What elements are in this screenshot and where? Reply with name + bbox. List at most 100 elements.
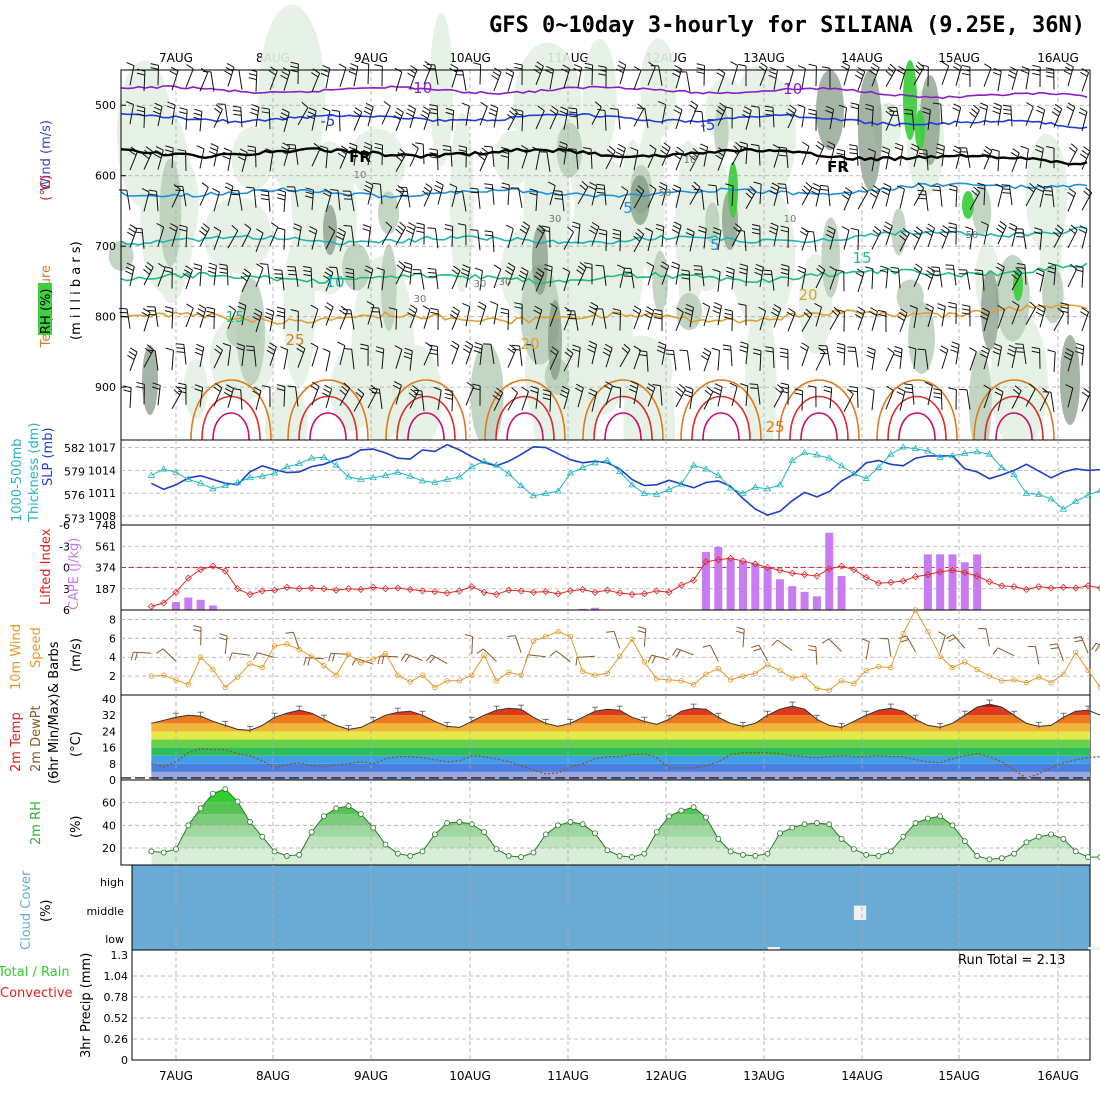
upper-wind-barb — [421, 390, 425, 411]
thickness-marker — [270, 469, 279, 476]
upper-wind-barb — [451, 110, 455, 131]
upper-y-tick-label: 900 — [95, 381, 116, 394]
upper-wind-barb — [254, 147, 257, 168]
upper-wind-barb — [619, 190, 629, 210]
thickness-marker — [948, 451, 957, 459]
upper-wind-barb-feather — [786, 311, 795, 317]
upper-wind-barb-feather — [484, 145, 493, 148]
upper-wind-barb-feather — [324, 305, 332, 311]
wind10m-marker — [962, 659, 968, 665]
thickness-marker — [233, 478, 242, 485]
upper-wind-barb-feather — [428, 271, 437, 274]
upper-wind-barb — [154, 306, 159, 327]
upper-wind-barb-feather — [560, 106, 569, 111]
upper-wind-barb-feather — [226, 63, 235, 68]
upper-wind-barb-feather — [612, 312, 621, 316]
upper-wind-barb-feather — [739, 145, 748, 149]
upper-wind-barb-feather — [231, 225, 239, 232]
upper-wind-barb-feather — [993, 343, 1002, 348]
upper-wind-barb-feather — [484, 230, 493, 233]
temp-band — [151, 723, 1090, 732]
rh-contour-label: 50 — [659, 188, 672, 199]
upper-wind-barb-feather — [598, 228, 607, 232]
upper-wind-barb-feather — [942, 225, 950, 231]
upper-wind-barb-feather — [718, 147, 726, 153]
upper-wind-barb-feather — [202, 223, 210, 229]
upper-wind-barb-feather — [530, 385, 539, 390]
wind10m-label-3: & Barbs — [47, 641, 62, 693]
rh2m-marker — [850, 846, 857, 853]
upper-wind-barb — [227, 186, 234, 206]
upper-wind-barb-feather — [403, 265, 412, 270]
upper-wind-barb — [493, 268, 502, 289]
upper-wind-barb-feather — [403, 355, 412, 360]
li-marker — [911, 573, 920, 581]
upper-wind-barb — [941, 65, 950, 86]
upper-wind-barb-feather — [686, 228, 695, 233]
upper-wind-barb-feather — [477, 305, 485, 311]
upper-wind-barb-feather — [394, 381, 402, 386]
upper-wind-barb-feather — [765, 350, 774, 353]
wind10m-barb — [906, 635, 916, 652]
upper-wind-barb — [492, 231, 495, 252]
rh2m-marker — [382, 841, 389, 848]
upper-wind-barb-feather — [152, 110, 161, 115]
thickness-marker — [591, 459, 599, 466]
upper-wind-barb — [535, 110, 545, 130]
date-label-bottom: 10AUG — [449, 1069, 491, 1083]
wind10m-barb-feather — [751, 644, 760, 648]
upper-wind-barb — [549, 69, 555, 90]
upper-wind-barb — [1067, 192, 1077, 212]
upper-wind-barb-feather — [603, 347, 612, 353]
upper-wind-barb — [350, 226, 355, 246]
upper-wind-barb-feather — [256, 263, 264, 269]
upper-wind-barb-feather — [165, 306, 174, 310]
upper-wind-barb-feather — [328, 225, 336, 232]
upper-wind-barb — [1039, 148, 1044, 169]
upper-wind-barb-feather — [170, 223, 178, 228]
upper-wind-barb-feather — [444, 228, 453, 231]
rh2m-marker — [407, 853, 414, 859]
upper-wind-barb-feather — [128, 227, 136, 233]
temp-band — [151, 747, 1090, 756]
upper-wind-barb — [521, 149, 529, 169]
rh-blob-light — [724, 137, 782, 297]
wind10m-marker — [185, 681, 192, 688]
slp-label: SLP (mb) — [41, 427, 56, 486]
wind10m-frame — [120, 609, 1091, 696]
upper-wind-barb-feather — [273, 269, 282, 271]
upper-wind-barb-feather — [775, 387, 782, 394]
upper-wind-barb-feather — [134, 227, 143, 230]
upper-wind-barb-feather — [583, 147, 592, 150]
cape-bar — [738, 561, 747, 610]
upper-wind-barb-feather — [343, 382, 351, 389]
upper-wind-barb — [673, 350, 677, 371]
upper-wind-barb-feather — [325, 267, 334, 273]
rh2m-label-2: (%) — [69, 816, 84, 839]
warm-arch-contour — [778, 379, 860, 441]
upper-wind-barb — [633, 108, 645, 127]
upper-wind-barb — [409, 69, 418, 89]
li-marker — [998, 582, 1006, 590]
upper-wind-barb-feather — [699, 147, 708, 152]
upper-wind-barb — [199, 228, 210, 247]
upper-wind-barb — [605, 348, 613, 368]
slp-frame — [120, 439, 1091, 526]
upper-wind-barb-feather — [429, 348, 438, 352]
thickness-marker — [381, 471, 390, 478]
upper-wind-barb-feather — [671, 265, 679, 270]
upper-wind-barb-feather — [1007, 352, 1015, 357]
wind10m-marker — [160, 672, 167, 678]
li-marker — [480, 588, 488, 596]
upper-wind-barb-feather — [904, 109, 913, 111]
wind10m-barb-feather — [651, 655, 656, 664]
upper-wind-barb — [633, 350, 642, 370]
upper-wind-barb-feather — [658, 185, 667, 191]
upper-wind-barb-feather — [935, 151, 944, 155]
upper-wind-barb — [1053, 313, 1065, 331]
upper-wind-barb-feather — [817, 141, 825, 147]
upper-wind-barb-feather — [743, 106, 752, 111]
wind10m-barb — [1095, 642, 1100, 646]
upper-wind-barb — [409, 390, 420, 409]
